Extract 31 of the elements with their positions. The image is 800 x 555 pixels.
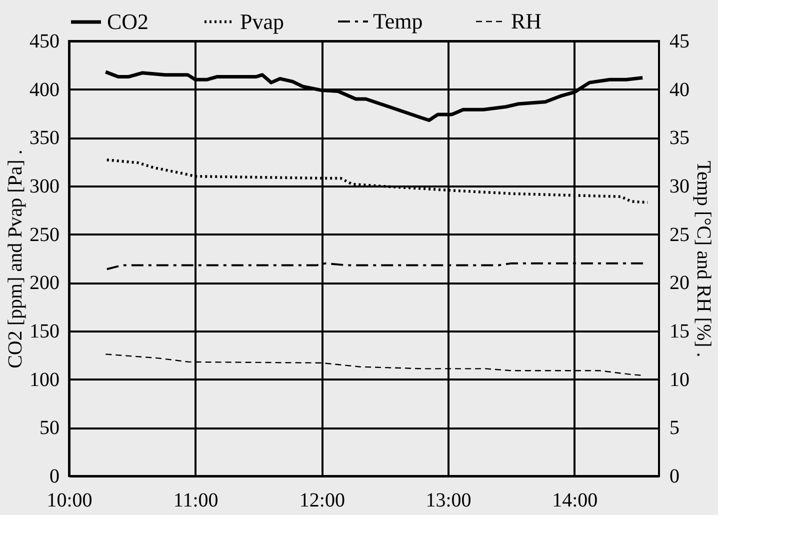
x-tick-label: 12:00 xyxy=(299,490,345,512)
y-tick-label: 300 xyxy=(30,176,60,198)
y2-tick-label: 35 xyxy=(670,127,690,150)
y-tick-label: 200 xyxy=(30,272,60,294)
y-axis-title: CO2 [ppm] and Pvap [Pa] . xyxy=(4,150,26,368)
y-tick-label: 250 xyxy=(30,224,60,246)
x-tick-label: 10:00 xyxy=(46,490,92,512)
legend-label: Temp xyxy=(373,8,423,34)
x-tick-label: 14:00 xyxy=(552,490,598,512)
y-tick-label: 350 xyxy=(30,127,60,150)
legend-label: Pvap xyxy=(240,8,284,34)
y-tick-label: 150 xyxy=(30,320,60,342)
y2-tick-label: 10 xyxy=(670,368,690,391)
x-tick-label: 11:00 xyxy=(173,490,218,512)
x-tick-label: 13:00 xyxy=(426,490,472,512)
y2-tick-label: 5 xyxy=(670,417,680,440)
y2-tick-label: 15 xyxy=(670,320,690,342)
y-tick-label: 400 xyxy=(30,78,60,101)
y2-tick-label: 25 xyxy=(670,224,690,246)
y2-tick-label: 0 xyxy=(670,466,680,488)
y2-tick-label: 20 xyxy=(670,272,690,294)
y2-tick-label: 45 xyxy=(670,30,690,52)
y-tick-label: 100 xyxy=(30,368,60,391)
y2-tick-label: 30 xyxy=(670,176,690,198)
y-tick-label: 50 xyxy=(40,417,60,440)
y-tick-label: 0 xyxy=(50,466,60,488)
y2-tick-label: 40 xyxy=(670,78,690,101)
legend-label: RH xyxy=(511,8,542,34)
y-tick-label: 450 xyxy=(30,30,60,52)
y2-axis-title: Temp [°C] and RH [%] . xyxy=(692,160,714,358)
legend-label: CO2 xyxy=(107,9,149,34)
